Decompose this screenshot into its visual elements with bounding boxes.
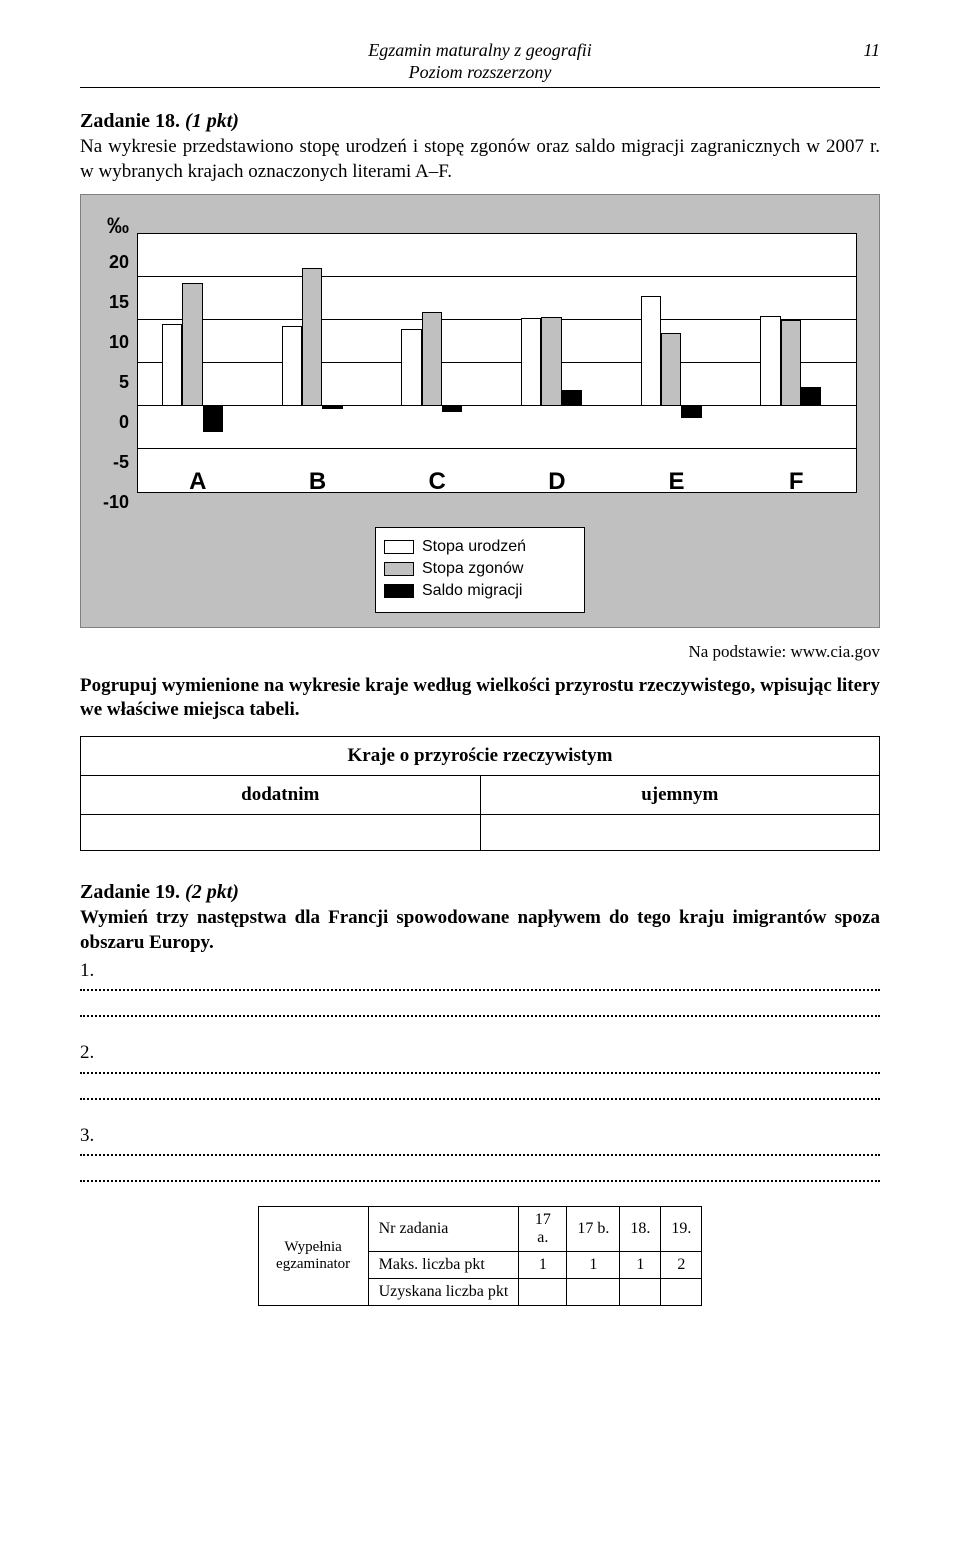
answer-col2: ujemnym bbox=[480, 776, 880, 815]
legend-label: Saldo migracji bbox=[422, 582, 522, 600]
task18-instruction: Pogrupuj wymienione na wykresie kraje we… bbox=[80, 674, 880, 723]
item-num: 2. bbox=[80, 1042, 94, 1063]
bar-group: E bbox=[617, 234, 737, 492]
task19-num: Zadanie 19. bbox=[80, 881, 180, 903]
y-tick: 0 bbox=[119, 412, 129, 433]
legend-swatch-black bbox=[384, 584, 414, 598]
bar bbox=[781, 320, 801, 406]
header-line-2: Poziom rozszerzony bbox=[80, 62, 880, 84]
bar-group: D bbox=[497, 234, 617, 492]
y-tick: 20 bbox=[109, 252, 129, 273]
answer-cell[interactable] bbox=[81, 815, 481, 851]
bar-group: B bbox=[258, 234, 378, 492]
bar bbox=[801, 387, 821, 406]
grading-rowlabel: Wypełnia egzaminator bbox=[258, 1207, 368, 1306]
grading-cell[interactable] bbox=[567, 1279, 620, 1306]
grading-cell: 1 bbox=[519, 1252, 567, 1279]
page-number: 11 bbox=[863, 40, 880, 62]
task18-num: Zadanie 18. bbox=[80, 110, 180, 132]
bar bbox=[641, 296, 661, 406]
grading-cell: 17 a. bbox=[519, 1207, 567, 1252]
grading-cell: 1 bbox=[567, 1252, 620, 1279]
grading-table: Wypełnia egzaminator Nr zadania 17 a. 17… bbox=[258, 1206, 703, 1306]
bar bbox=[521, 318, 541, 406]
bar bbox=[760, 316, 780, 406]
bar-group: A bbox=[138, 234, 258, 492]
item-num: 3. bbox=[80, 1125, 94, 1146]
bar bbox=[562, 390, 582, 405]
header-line-1: Egzamin maturalny z geografii bbox=[80, 40, 880, 62]
task18-text: Na wykresie przedstawiono stopę urodzeń … bbox=[80, 135, 880, 184]
legend-item: Stopa urodzeń bbox=[384, 538, 576, 556]
y-tick: -5 bbox=[113, 452, 129, 473]
task19-pkt: (2 pkt) bbox=[185, 881, 239, 903]
bar bbox=[541, 317, 561, 406]
legend-swatch-white bbox=[384, 540, 414, 554]
bar bbox=[681, 406, 701, 418]
y-axis: ‰ 20 15 10 5 0 -5 -10 bbox=[103, 213, 137, 513]
answer-cell[interactable] bbox=[480, 815, 880, 851]
grading-cell: 19. bbox=[661, 1207, 702, 1252]
header-rule bbox=[80, 87, 880, 88]
bar bbox=[302, 268, 322, 406]
answer-line-3[interactable]: 3. bbox=[80, 1124, 880, 1182]
category-label: C bbox=[377, 468, 497, 496]
y-tick: 10 bbox=[109, 332, 129, 353]
grading-cell: 17 b. bbox=[567, 1207, 620, 1252]
task18-pkt: (1 pkt) bbox=[185, 110, 239, 132]
bar bbox=[282, 326, 302, 406]
bar bbox=[442, 406, 462, 412]
answer-table: Kraje o przyroście rzeczywistym dodatnim… bbox=[80, 736, 880, 851]
answer-title: Kraje o przyroście rzeczywistym bbox=[81, 737, 880, 776]
grading-r3-label: Uzyskana liczba pkt bbox=[368, 1279, 519, 1306]
answer-line-1[interactable]: 1. bbox=[80, 959, 880, 1017]
y-tick: 15 bbox=[109, 292, 129, 313]
legend-label: Stopa urodzeń bbox=[422, 538, 526, 556]
grading-r1-label: Nr zadania bbox=[368, 1207, 519, 1252]
chart-container: ‰ 20 15 10 5 0 -5 -10 ABCDEF Stopa urodz… bbox=[80, 194, 880, 628]
answer-line-2[interactable]: 2. bbox=[80, 1041, 880, 1099]
bar-group: F bbox=[736, 234, 856, 492]
chart-source: Na podstawie: www.cia.gov bbox=[80, 642, 880, 662]
category-label: E bbox=[617, 468, 737, 496]
answer-col1: dodatnim bbox=[81, 776, 481, 815]
grading-cell: 1 bbox=[620, 1252, 661, 1279]
grading-cell: 18. bbox=[620, 1207, 661, 1252]
bar bbox=[203, 406, 223, 432]
legend-item: Saldo migracji bbox=[384, 582, 576, 600]
category-label: F bbox=[736, 468, 856, 496]
category-label: A bbox=[138, 468, 258, 496]
bar bbox=[322, 406, 342, 409]
task19-text: Wymień trzy następstwa dla Francji spowo… bbox=[80, 906, 880, 955]
bar bbox=[661, 333, 681, 406]
grading-r2-label: Maks. liczba pkt bbox=[368, 1252, 519, 1279]
page-header: Egzamin maturalny z geografii Poziom roz… bbox=[80, 40, 880, 83]
y-tick: 5 bbox=[119, 372, 129, 393]
grading-cell[interactable] bbox=[620, 1279, 661, 1306]
category-label: B bbox=[258, 468, 378, 496]
task18-heading: Zadanie 18. (1 pkt) bbox=[80, 110, 880, 133]
category-label: D bbox=[497, 468, 617, 496]
task19-heading: Zadanie 19. (2 pkt) bbox=[80, 881, 880, 904]
legend-label: Stopa zgonów bbox=[422, 560, 523, 578]
y-unit: ‰ bbox=[107, 213, 129, 239]
bar bbox=[401, 329, 421, 406]
legend-swatch-gray bbox=[384, 562, 414, 576]
grading-cell[interactable] bbox=[661, 1279, 702, 1306]
item-num: 1. bbox=[80, 960, 94, 981]
bar bbox=[162, 324, 182, 406]
bar-group: C bbox=[377, 234, 497, 492]
y-tick: -10 bbox=[103, 492, 129, 513]
legend-item: Stopa zgonów bbox=[384, 560, 576, 578]
bar bbox=[182, 283, 202, 406]
grading-cell[interactable] bbox=[519, 1279, 567, 1306]
bar bbox=[422, 312, 442, 406]
grading-cell: 2 bbox=[661, 1252, 702, 1279]
chart-legend: Stopa urodzeń Stopa zgonów Saldo migracj… bbox=[375, 527, 585, 613]
plot: ABCDEF bbox=[137, 213, 857, 513]
